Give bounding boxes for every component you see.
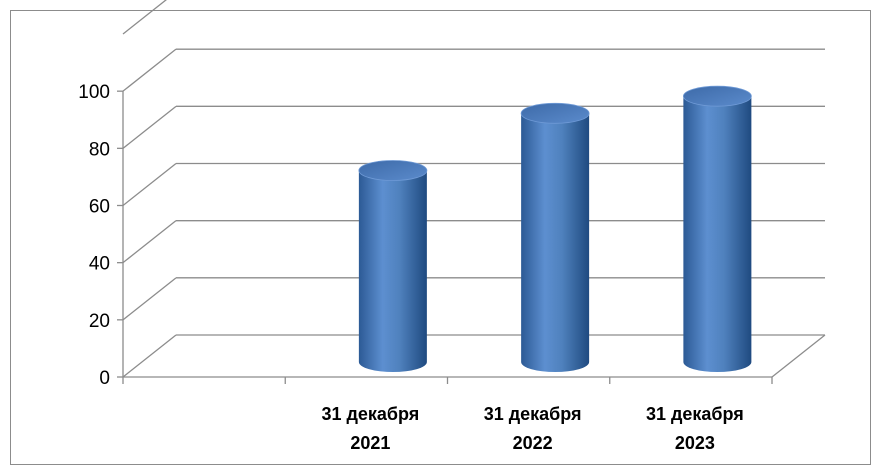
- x-category-label: 31 декабря 2021: [321, 404, 419, 453]
- bar-body: [358, 170, 427, 372]
- bar-body: [521, 113, 590, 372]
- bar-layer: [358, 85, 752, 373]
- gridline-diagonal: [122, 48, 177, 92]
- y-tick-label: 80: [89, 139, 110, 160]
- y-tick-label: 0: [99, 368, 110, 389]
- label-layer: 0 20 40 60 80 100 31 декабря 2021 31 декабря 2022…: [78, 82, 744, 453]
- bar-top: [682, 85, 752, 107]
- y-tick-label: 100: [78, 82, 110, 103]
- bar-cylinder: [682, 85, 752, 373]
- y-tick-label: 60: [89, 197, 110, 218]
- bar-top: [358, 160, 428, 181]
- y-tick-label: 20: [89, 311, 110, 332]
- gridline-diagonal: [122, 334, 177, 378]
- bar-top: [520, 102, 590, 124]
- gridline-diagonal: [122, 162, 177, 207]
- gridline-diagonal: [122, 220, 177, 264]
- bar-body: [683, 96, 752, 373]
- gridline-diagonal: [122, 0, 167, 35]
- x-category-label: 31 декабря 2023: [646, 404, 744, 453]
- y-tick-label: 40: [89, 254, 110, 275]
- gridline-diagonal: [122, 277, 177, 321]
- x-category-label: 31 декабря 2022: [484, 404, 582, 453]
- floor-right-edge: [771, 334, 826, 378]
- gridline-diagonal: [122, 105, 177, 149]
- bar-cylinder: [520, 102, 590, 372]
- bar-cylinder: [358, 160, 428, 372]
